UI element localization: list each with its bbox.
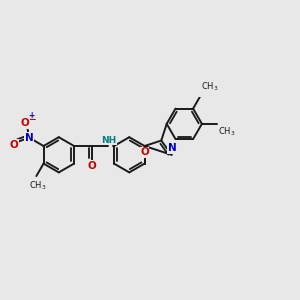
- Text: O: O: [88, 160, 96, 170]
- Text: N: N: [25, 133, 34, 143]
- Text: −: −: [28, 116, 35, 124]
- Text: N: N: [168, 143, 177, 153]
- Text: O: O: [10, 140, 18, 150]
- Text: CH$_3$: CH$_3$: [218, 125, 236, 138]
- Text: NH: NH: [102, 136, 117, 145]
- Text: O: O: [140, 147, 149, 158]
- Text: CH$_3$: CH$_3$: [201, 81, 219, 93]
- Text: CH$_3$: CH$_3$: [29, 179, 47, 192]
- Text: O: O: [21, 118, 30, 128]
- Text: +: +: [28, 111, 34, 120]
